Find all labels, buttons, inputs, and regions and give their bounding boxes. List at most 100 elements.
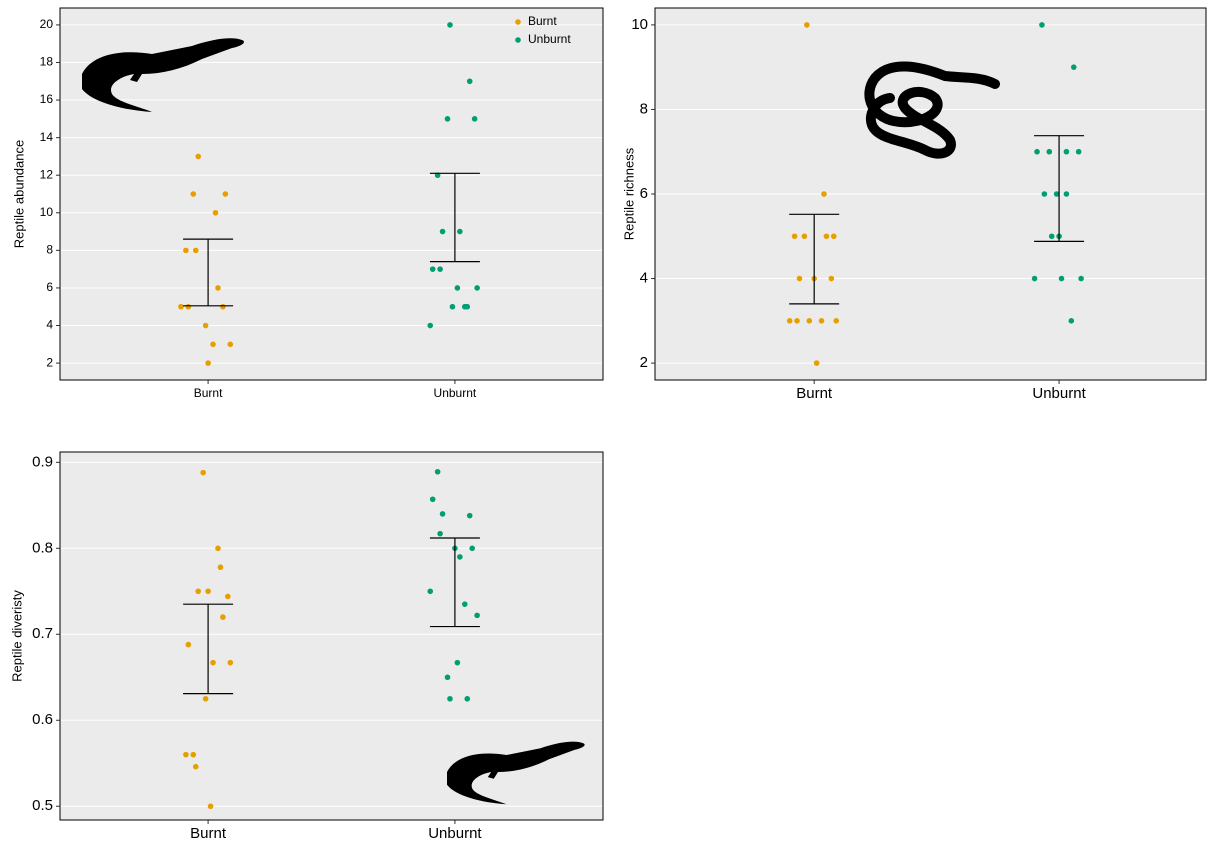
point — [1039, 22, 1045, 28]
point — [1049, 233, 1055, 239]
point — [190, 752, 196, 758]
point — [208, 803, 214, 809]
point — [210, 660, 216, 666]
point — [1069, 318, 1075, 324]
point — [464, 304, 470, 310]
legend-label: Burnt — [528, 14, 557, 28]
point — [183, 752, 189, 758]
y-tick-label: 8 — [640, 100, 648, 117]
point — [195, 154, 201, 160]
point — [467, 513, 473, 519]
point — [1042, 191, 1048, 197]
point — [450, 304, 456, 310]
y-tick-label: 18 — [40, 55, 54, 69]
point — [430, 266, 436, 272]
point — [457, 554, 463, 560]
point — [223, 191, 229, 197]
point — [186, 304, 192, 310]
point — [203, 696, 209, 702]
point — [203, 323, 209, 329]
point — [195, 588, 201, 594]
x-tick-label: Unburnt — [434, 386, 477, 400]
y-tick-label: 2 — [640, 354, 648, 371]
point — [797, 276, 803, 282]
point — [1078, 276, 1084, 282]
point — [819, 318, 825, 324]
point — [220, 304, 226, 310]
point — [440, 511, 446, 517]
point — [215, 545, 221, 551]
point — [787, 318, 793, 324]
y-axis-title: Reptile richness — [621, 147, 636, 240]
point — [210, 342, 216, 348]
point — [200, 470, 206, 476]
x-tick-label: Unburnt — [428, 825, 482, 842]
legend-label: Unburnt — [528, 32, 571, 46]
point — [445, 116, 451, 122]
x-tick-label: Unburnt — [1032, 385, 1086, 402]
point — [1046, 149, 1052, 155]
point — [178, 304, 184, 310]
y-tick-label: 4 — [640, 270, 648, 287]
point — [1034, 149, 1040, 155]
point — [1071, 64, 1077, 70]
point — [455, 660, 461, 666]
y-tick-label: 0.7 — [32, 625, 53, 642]
point — [437, 531, 443, 537]
point — [829, 276, 835, 282]
y-tick-label: 12 — [40, 167, 54, 181]
y-tick-label: 16 — [40, 92, 54, 106]
point — [427, 588, 433, 594]
point — [474, 285, 480, 291]
point — [445, 674, 451, 680]
point — [1064, 149, 1070, 155]
y-tick-label: 0.5 — [32, 797, 53, 814]
y-tick-label: 20 — [40, 17, 54, 31]
point — [1032, 276, 1038, 282]
point — [457, 229, 463, 235]
point — [437, 266, 443, 272]
point — [1064, 191, 1070, 197]
point — [447, 696, 453, 702]
point — [193, 248, 199, 254]
point — [794, 318, 800, 324]
point — [435, 469, 441, 475]
point — [792, 233, 798, 239]
point — [472, 116, 478, 122]
legend-marker — [515, 37, 521, 43]
y-tick-label: 4 — [46, 318, 53, 332]
point — [215, 285, 221, 291]
y-tick-label: 8 — [46, 243, 53, 257]
point — [183, 248, 189, 254]
point — [213, 210, 219, 216]
point — [802, 233, 808, 239]
point — [821, 191, 827, 197]
figure: 2468101214161820BurntUnburntReptile abun… — [0, 0, 1208, 844]
y-tick-label: 0.9 — [32, 453, 53, 470]
point — [218, 564, 224, 570]
point — [1076, 149, 1082, 155]
point — [464, 696, 470, 702]
point — [1059, 276, 1065, 282]
point — [186, 642, 192, 648]
x-tick-label: Burnt — [796, 385, 833, 402]
point — [205, 588, 211, 594]
y-tick-label: 6 — [46, 280, 53, 294]
x-tick-label: Burnt — [194, 386, 223, 400]
y-tick-label: 0.8 — [32, 539, 53, 556]
point — [462, 601, 468, 607]
point — [806, 318, 812, 324]
y-tick-label: 10 — [631, 16, 648, 33]
point — [205, 360, 211, 366]
point — [804, 22, 810, 28]
point — [190, 191, 196, 197]
point — [427, 323, 433, 329]
y-tick-label: 14 — [40, 130, 54, 144]
point — [225, 594, 231, 600]
point — [455, 285, 461, 291]
point — [824, 233, 830, 239]
point — [430, 496, 436, 502]
point — [474, 613, 480, 619]
y-tick-label: 10 — [40, 205, 54, 219]
